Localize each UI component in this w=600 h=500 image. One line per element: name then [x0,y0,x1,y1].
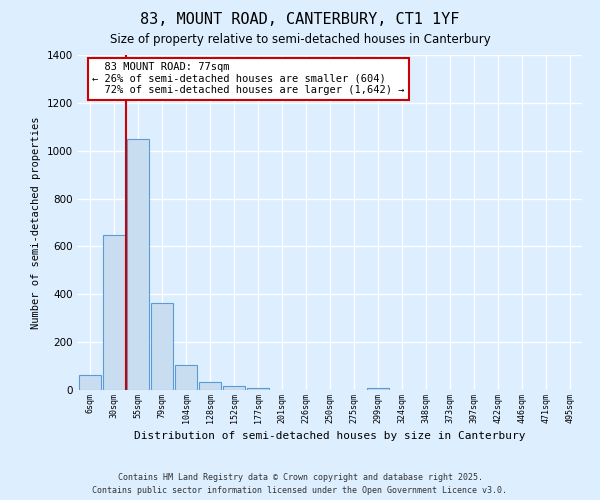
Y-axis label: Number of semi-detached properties: Number of semi-detached properties [31,116,41,329]
Bar [367,388,389,390]
Bar [103,235,125,390]
X-axis label: Distribution of semi-detached houses by size in Canterbury: Distribution of semi-detached houses by … [134,431,526,441]
Bar [247,388,269,390]
Text: 83 MOUNT ROAD: 77sqm
← 26% of semi-detached houses are smaller (604)
  72% of se: 83 MOUNT ROAD: 77sqm ← 26% of semi-detac… [92,62,405,96]
Bar [127,140,149,390]
Bar [151,302,173,390]
Text: 83, MOUNT ROAD, CANTERBURY, CT1 1YF: 83, MOUNT ROAD, CANTERBURY, CT1 1YF [140,12,460,28]
Text: Size of property relative to semi-detached houses in Canterbury: Size of property relative to semi-detach… [110,32,490,46]
Bar [175,365,197,390]
Bar [199,382,221,390]
Text: Contains HM Land Registry data © Crown copyright and database right 2025.
Contai: Contains HM Land Registry data © Crown c… [92,473,508,495]
Bar [79,375,101,390]
Bar [223,386,245,390]
